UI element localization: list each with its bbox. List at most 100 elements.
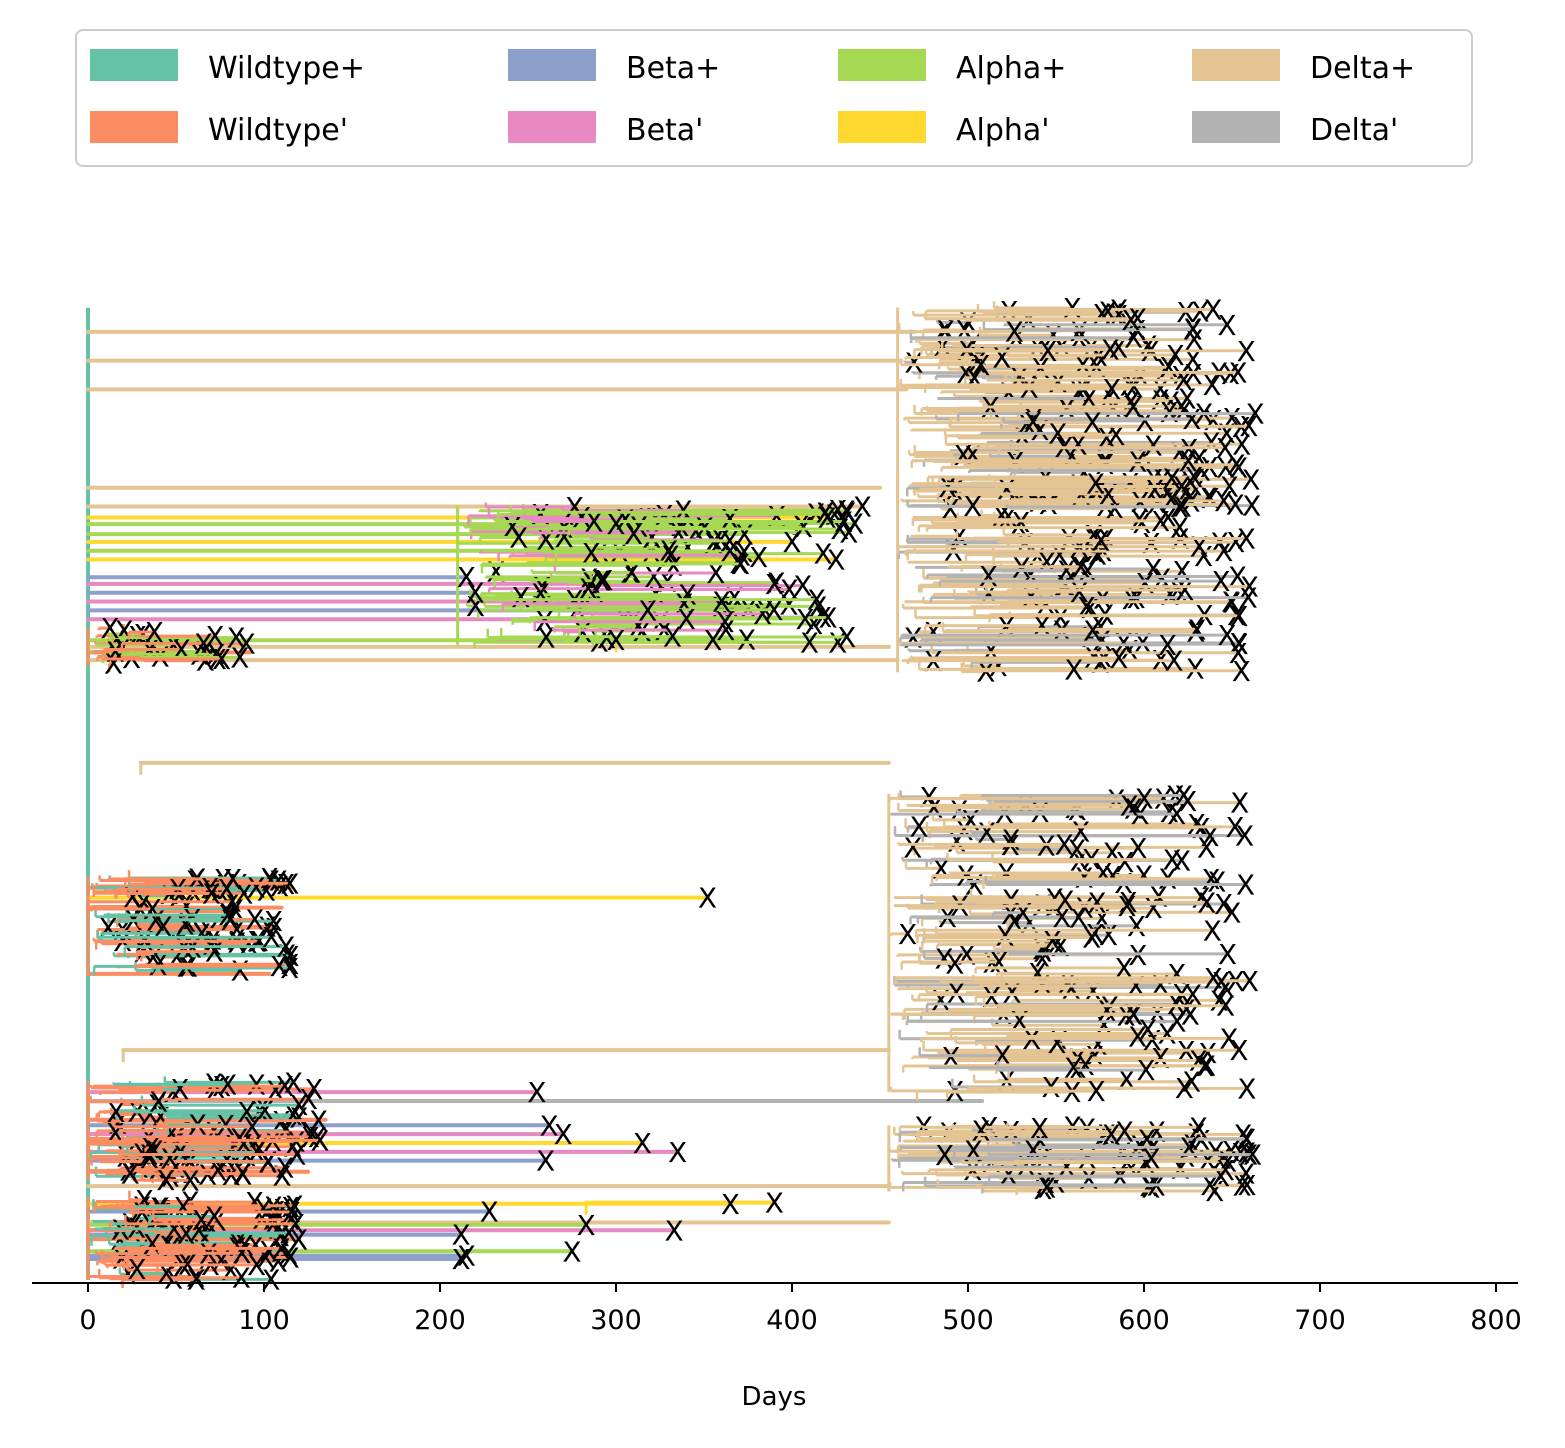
- end-marker: X: [1157, 1017, 1176, 1050]
- end-marker: X: [1232, 655, 1251, 688]
- end-marker: X: [309, 1105, 328, 1138]
- branch-end-marker-43: X: [452, 1243, 471, 1276]
- legend-swatch-7: [1192, 111, 1280, 143]
- end-marker: X: [971, 1114, 990, 1147]
- end-marker: X: [175, 909, 194, 942]
- end-marker: X: [287, 1139, 306, 1172]
- end-marker: X: [1179, 445, 1198, 478]
- end-marker: X: [1175, 574, 1194, 607]
- end-marker: X: [230, 641, 249, 674]
- end-marker: X: [1092, 298, 1111, 331]
- end-marker: X: [1180, 465, 1199, 498]
- legend-label-1: Wildtype': [208, 113, 348, 148]
- branch-end-marker-38: X: [480, 1195, 499, 1228]
- end-marker: X: [565, 491, 584, 524]
- end-marker: X: [1087, 1075, 1106, 1108]
- x-axis-label: Days: [742, 1382, 807, 1412]
- end-marker: X: [720, 525, 739, 558]
- x-tick-label-200: 200: [414, 1305, 466, 1336]
- branch-end-marker-8: X: [782, 526, 801, 559]
- end-marker: X: [1237, 1072, 1256, 1105]
- branch-end-marker-17: X: [606, 624, 625, 657]
- end-marker: X: [1203, 369, 1222, 402]
- end-marker: X: [837, 495, 856, 528]
- legend-label-0: Wildtype+: [208, 51, 365, 86]
- end-marker: X: [967, 347, 986, 380]
- end-marker: X: [977, 817, 996, 850]
- end-marker: X: [279, 1237, 298, 1270]
- branch-end-marker-45: X: [765, 1187, 784, 1220]
- end-marker: X: [271, 1220, 290, 1253]
- end-marker: X: [1138, 1013, 1157, 1046]
- end-marker: X: [818, 602, 837, 635]
- end-marker: X: [779, 588, 798, 621]
- end-marker: X: [140, 1099, 159, 1132]
- end-marker: X: [572, 501, 591, 534]
- end-marker: X: [573, 616, 592, 649]
- end-marker: X: [1177, 382, 1196, 415]
- end-marker: X: [1083, 615, 1102, 648]
- end-marker: X: [1144, 892, 1163, 925]
- end-marker: X: [663, 621, 682, 654]
- end-marker: X: [237, 1096, 256, 1129]
- legend-swatch-0: [90, 49, 178, 81]
- end-marker: X: [1203, 294, 1222, 327]
- end-marker: X: [1159, 351, 1178, 384]
- end-marker: X: [1064, 1052, 1083, 1085]
- end-marker: X: [735, 518, 754, 551]
- end-marker: X: [1184, 358, 1203, 391]
- end-marker: X: [273, 1193, 292, 1226]
- end-marker: X: [259, 1146, 278, 1179]
- end-marker: X: [1233, 1170, 1252, 1203]
- end-marker: X: [205, 1200, 224, 1233]
- end-marker: X: [837, 621, 856, 654]
- end-marker: X: [1131, 486, 1150, 519]
- legend-label-7: Delta': [1310, 113, 1398, 148]
- end-marker: X: [233, 1158, 252, 1191]
- branch-end-marker-6: X: [606, 508, 625, 541]
- x-tick-label-0: 0: [79, 1305, 96, 1336]
- branch-end-marker-14: X: [712, 586, 731, 619]
- end-marker: X: [1024, 403, 1043, 436]
- end-marker: X: [1154, 782, 1173, 815]
- end-marker: X: [1173, 491, 1192, 524]
- end-marker: X: [1142, 1142, 1161, 1175]
- end-marker: X: [909, 811, 928, 844]
- end-marker: X: [1048, 417, 1067, 450]
- end-marker: X: [1128, 303, 1147, 336]
- end-marker: X: [934, 942, 953, 975]
- end-marker: X: [1192, 882, 1211, 915]
- end-marker: X: [1124, 391, 1143, 424]
- end-marker: X: [828, 626, 847, 659]
- end-marker: X: [1170, 512, 1189, 545]
- end-marker: X: [243, 1111, 262, 1144]
- legend-label-6: Delta+: [1310, 51, 1415, 86]
- end-marker: X: [503, 511, 522, 544]
- end-marker: X: [1214, 888, 1233, 921]
- end-marker: X: [284, 1066, 303, 1099]
- end-marker: X: [1216, 451, 1235, 484]
- end-marker: X: [1135, 783, 1154, 816]
- end-marker: X: [1203, 914, 1222, 947]
- end-marker: X: [813, 538, 832, 571]
- end-marker: X: [178, 1249, 197, 1282]
- end-marker: X: [1222, 896, 1241, 929]
- end-marker: X: [971, 349, 990, 382]
- end-marker: X: [1086, 918, 1105, 951]
- end-marker: X: [232, 1262, 251, 1295]
- branch-end-marker-37: X: [721, 1188, 740, 1221]
- branch-end-marker-44: X: [576, 1209, 595, 1242]
- end-marker: X: [289, 1102, 308, 1135]
- branch-end-marker-11: X: [457, 561, 476, 594]
- end-marker: X: [1237, 522, 1256, 555]
- end-marker: X: [262, 921, 281, 954]
- end-marker: X: [172, 633, 191, 666]
- branch-end-marker-23: X: [698, 882, 717, 915]
- end-marker: X: [1205, 1175, 1224, 1208]
- end-marker: X: [579, 573, 598, 606]
- end-marker: X: [1128, 832, 1147, 865]
- end-marker: X: [1162, 462, 1181, 495]
- end-marker: X: [264, 905, 283, 938]
